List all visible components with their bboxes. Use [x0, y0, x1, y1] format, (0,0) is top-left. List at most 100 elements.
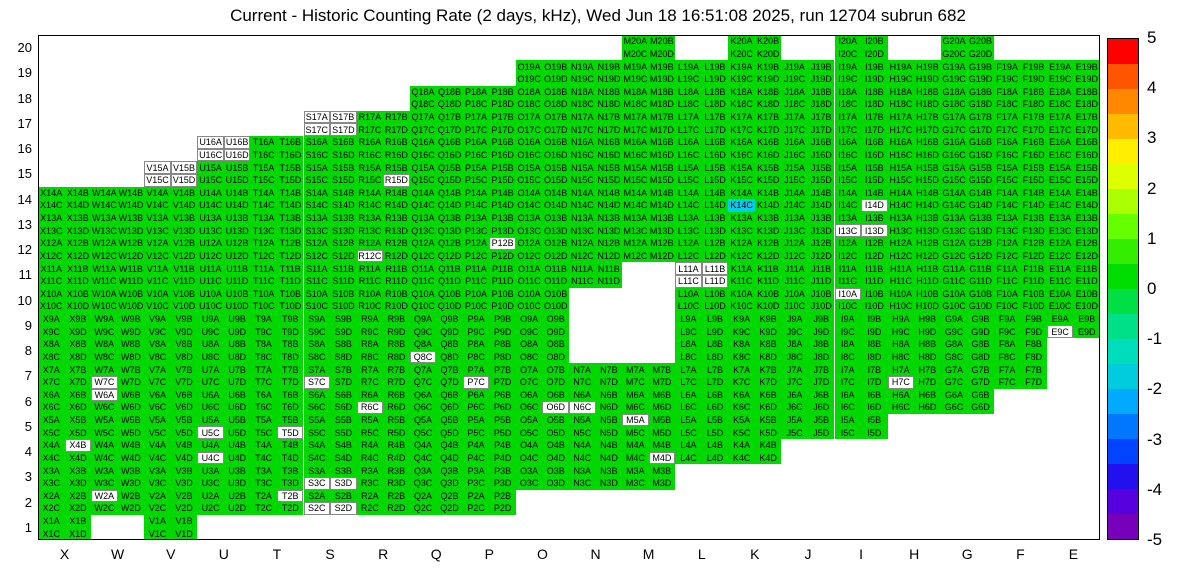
heatmap-cell: I6A — [834, 388, 862, 402]
heatmap-cell: I15A — [834, 161, 862, 174]
heatmap-cell: X8C — [38, 350, 65, 364]
heatmap-cell: E12C — [1046, 249, 1074, 263]
heatmap-cell: K16D — [754, 148, 782, 162]
heatmap-cell: L5A — [675, 413, 702, 427]
x-axis-label: W — [111, 546, 125, 562]
heatmap-cell: O16D — [542, 148, 569, 162]
heatmap-cell: G9B — [967, 312, 994, 326]
heatmap-cell: I13B — [861, 211, 888, 225]
heatmap-cell: G20D — [967, 47, 994, 61]
heatmap-cell: I14A — [834, 186, 862, 200]
heatmap-cell: W8C — [91, 350, 118, 364]
heatmap-cell: V14A — [144, 186, 171, 200]
heatmap-cell: Q13A — [409, 211, 437, 225]
heatmap-cell: S14A — [303, 186, 331, 200]
heatmap-cell: K11B — [754, 262, 782, 275]
heatmap-cell: L8A — [675, 338, 702, 351]
heatmap-cell: U2D — [223, 502, 251, 515]
heatmap-cell: O6B — [542, 388, 569, 402]
heatmap-cell: J19B — [807, 60, 835, 73]
heatmap-cell: U12C — [197, 249, 224, 263]
heatmap-cell: U8C — [197, 350, 224, 364]
heatmap-cell: N6D — [595, 401, 623, 414]
heatmap-cell: P15A — [462, 161, 490, 174]
heatmap-cell: Q16D — [436, 148, 463, 162]
heatmap-cell: G19A — [940, 60, 968, 73]
heatmap-cell: I16A — [834, 136, 862, 149]
heatmap-cell: W6B — [117, 388, 145, 402]
heatmap-cell: G20B — [967, 35, 994, 48]
heatmap-cell: X4C — [38, 451, 65, 465]
heatmap-cell: F9C — [993, 325, 1021, 338]
heatmap-cell: R2C — [356, 502, 384, 515]
heatmap-cell: E17B — [1073, 110, 1100, 124]
heatmap-cell: P7C — [462, 375, 490, 389]
heatmap-cell: O18C — [515, 98, 543, 111]
heatmap-cell: V13A — [144, 211, 171, 225]
heatmap-cell: P9C — [462, 325, 490, 338]
heatmap-cell: T6D — [276, 401, 304, 414]
heatmap-cell: K9B — [754, 312, 782, 326]
heatmap-cell: R10D — [383, 300, 410, 313]
heatmap-cell: R11C — [356, 274, 384, 288]
heatmap-cell: J12C — [781, 249, 808, 263]
heatmap-cell: E17D — [1073, 123, 1100, 136]
heatmap-cell: M18C — [622, 98, 649, 111]
heatmap-cell: S17C — [303, 123, 331, 136]
heatmap-cell: N4A — [569, 439, 596, 452]
heatmap-cell: Q7B — [436, 363, 463, 376]
heatmap-cell: H14D — [914, 199, 941, 212]
heatmap-cell: P12A — [462, 237, 490, 250]
heatmap-cell: U11C — [197, 274, 224, 288]
heatmap-cell: J15A — [781, 161, 808, 174]
colorbar-tick-label: -4 — [1147, 479, 1163, 499]
heatmap-cell: I14B — [861, 186, 888, 200]
heatmap-cell: M12A — [622, 237, 649, 250]
heatmap-cell: V5A — [144, 413, 171, 427]
heatmap-cell: S14B — [330, 186, 357, 200]
heatmap-cell: T3C — [250, 476, 277, 490]
heatmap-cell: N3D — [595, 476, 623, 490]
heatmap-cell: O14D — [542, 199, 569, 212]
heatmap-cell: U3D — [223, 476, 251, 490]
heatmap-cell: P3C — [462, 476, 490, 490]
heatmap-cell: R13A — [356, 211, 384, 225]
heatmap-cell: P2B — [489, 489, 516, 503]
heatmap-cell: J15C — [781, 173, 808, 187]
heatmap-cell: X4B — [64, 439, 92, 452]
heatmap-cell: V11A — [144, 262, 171, 275]
heatmap-cell: T11A — [250, 262, 277, 275]
heatmap-cell: K5D — [754, 426, 782, 439]
heatmap-cell: G15C — [940, 173, 968, 187]
heatmap-cell: X1D — [64, 527, 92, 540]
heatmap-cell: S5D — [330, 426, 357, 439]
heatmap-cell: M19A — [622, 60, 649, 73]
heatmap-cell: V15D — [170, 173, 198, 187]
heatmap-cell: V2A — [144, 489, 171, 503]
heatmap-cell: K20C — [728, 47, 755, 61]
heatmap-cell: O14A — [515, 186, 543, 200]
y-axis-label: 17 — [17, 115, 32, 131]
heatmap-cell: J10B — [807, 287, 835, 301]
heatmap-cell: S4A — [303, 439, 331, 452]
heatmap-cell: O7D — [542, 375, 569, 389]
heatmap-cell: W9A — [91, 312, 118, 326]
heatmap-cell: F18C — [993, 98, 1021, 111]
heatmap-cell: K20A — [728, 35, 755, 48]
heatmap-cell: U9D — [223, 325, 251, 338]
heatmap-cell: V2B — [170, 489, 198, 503]
heatmap-cell: X4A — [38, 439, 65, 452]
heatmap-cell: I16B — [861, 136, 888, 149]
heatmap-cell: J9B — [807, 312, 835, 326]
heatmap-cell: T9C — [250, 325, 277, 338]
heatmap-cell: I16D — [861, 148, 888, 162]
heatmap-cell: L18C — [675, 98, 702, 111]
heatmap-cell: G20C — [940, 47, 968, 61]
heatmap-cell: H6C — [887, 401, 915, 414]
heatmap-cell: X6C — [38, 401, 65, 414]
heatmap-cell: L7C — [675, 375, 702, 389]
heatmap-cell: G8D — [967, 350, 994, 364]
heatmap-cell: M14A — [622, 186, 649, 200]
heatmap-cell: I10C — [834, 300, 862, 313]
heatmap-cell: P2A — [462, 489, 490, 503]
